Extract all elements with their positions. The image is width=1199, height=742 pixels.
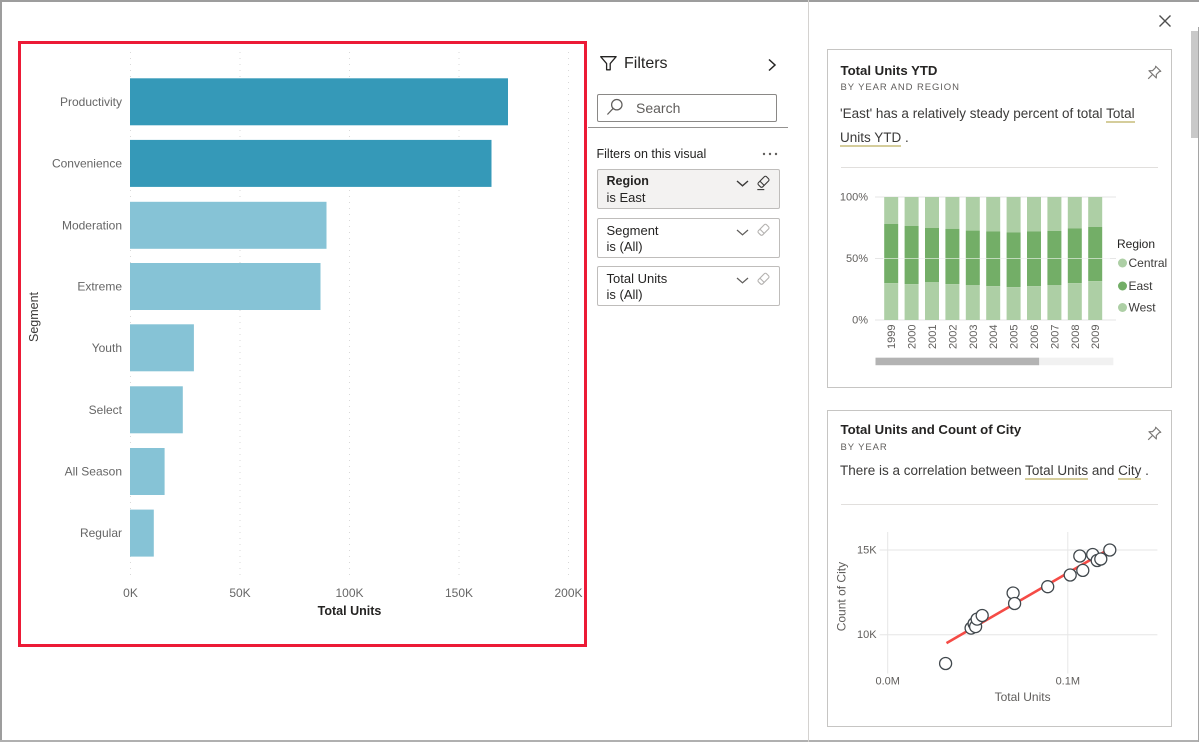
svg-text:0.0M: 0.0M [875,676,899,688]
svg-text:Extreme: Extreme [77,280,122,294]
svg-text:Central: Central [1128,256,1167,270]
svg-text:0.1M: 0.1M [1055,676,1079,688]
svg-text:0%: 0% [852,315,868,327]
svg-text:Select: Select [89,403,123,417]
svg-text:50%: 50% [845,253,867,265]
svg-text:Productivity: Productivity [60,95,122,109]
svg-text:2000: 2000 [906,325,918,349]
svg-text:Convenience: Convenience [52,157,122,171]
svg-text:2006: 2006 [1029,325,1041,349]
svg-text:Segment: Segment [27,291,41,342]
svg-text:50K: 50K [229,586,250,600]
svg-text:Count of City: Count of City [834,562,848,631]
svg-text:2002: 2002 [947,325,959,349]
svg-text:2008: 2008 [1069,325,1081,349]
svg-text:10K: 10K [857,629,877,641]
svg-text:West: West [1128,301,1156,315]
svg-text:Regular: Regular [80,526,122,540]
svg-text:Region: Region [1117,237,1155,251]
svg-text:Total Units: Total Units [994,690,1050,704]
svg-text:100%: 100% [839,192,867,204]
svg-text:2005: 2005 [1008,325,1020,349]
svg-text:100K: 100K [335,586,363,600]
svg-text:All Season: All Season [65,465,122,479]
svg-text:0K: 0K [123,586,138,600]
svg-text:150K: 150K [445,586,473,600]
svg-text:2007: 2007 [1049,325,1061,349]
svg-text:Youth: Youth [92,341,122,355]
svg-text:200K: 200K [554,586,582,600]
svg-text:2001: 2001 [927,325,939,349]
svg-text:2004: 2004 [988,325,1000,349]
svg-text:2003: 2003 [967,325,979,349]
svg-text:East: East [1128,279,1153,293]
svg-text:1999: 1999 [886,325,898,349]
svg-text:Total Units: Total Units [318,604,382,618]
svg-text:Moderation: Moderation [62,219,122,233]
svg-text:2009: 2009 [1090,325,1102,349]
svg-text:15K: 15K [857,545,877,557]
